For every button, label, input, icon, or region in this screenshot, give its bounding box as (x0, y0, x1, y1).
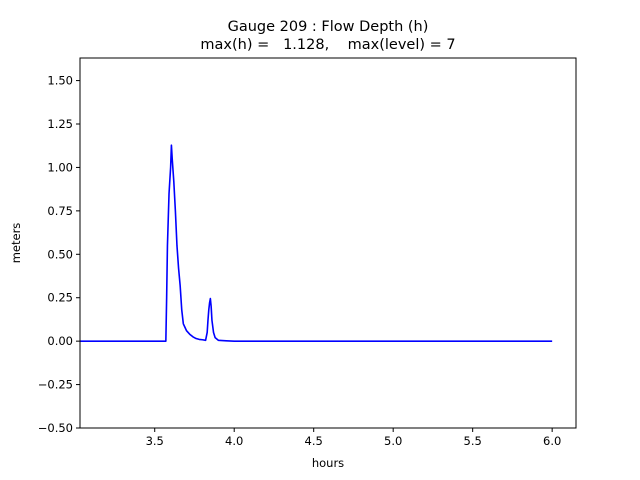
y-tick-label: 0.75 (47, 204, 73, 218)
y-tick-label: 0.50 (47, 247, 73, 261)
x-tick-label: 5.5 (464, 434, 482, 448)
y-axis-label: meters (9, 223, 23, 264)
plot-area (80, 144, 553, 342)
y-tick-label: −0.50 (38, 421, 73, 435)
y-tick-label: −0.25 (38, 378, 73, 392)
x-axis-label: hours (312, 456, 344, 470)
y-tick-label: 0.25 (47, 291, 73, 305)
axes-frame (79, 57, 577, 429)
axis-ticks: 3.5 4.0 4.5 5.0 5.5 6.0 −0.50 −0.25 0.00 0.25 0.50… (38, 74, 562, 448)
y-tick-label: 1.00 (47, 160, 73, 174)
flow-depth-line (80, 144, 553, 342)
x-tick-label: 6.0 (543, 434, 561, 448)
x-tick-label: 3.5 (146, 434, 164, 448)
chart-subtitle: max(h) = 1.128, max(level) = 7 (200, 37, 455, 53)
y-tick-label: 1.25 (47, 117, 73, 131)
y-tick-label: 0.00 (47, 334, 73, 348)
x-tick-label: 4.0 (225, 434, 243, 448)
chart-title: Gauge 209 : Flow Depth (h) (228, 19, 429, 35)
x-tick-label: 4.5 (305, 434, 323, 448)
y-tick-label: 1.50 (47, 74, 73, 88)
x-tick-label: 5.0 (384, 434, 402, 448)
